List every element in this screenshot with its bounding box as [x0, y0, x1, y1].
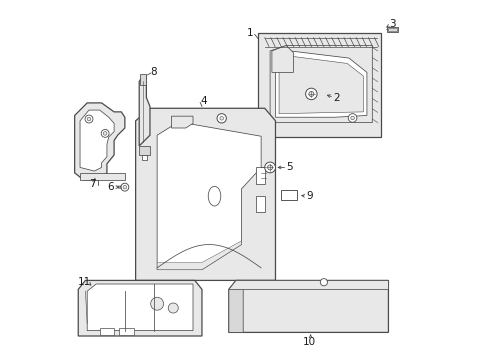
Polygon shape — [272, 45, 294, 72]
Polygon shape — [139, 76, 150, 146]
Polygon shape — [279, 56, 364, 114]
Polygon shape — [229, 280, 389, 289]
Polygon shape — [80, 110, 114, 171]
Circle shape — [101, 130, 109, 137]
Polygon shape — [136, 108, 275, 280]
Circle shape — [265, 162, 275, 173]
Text: 1: 1 — [247, 28, 254, 38]
Polygon shape — [157, 122, 261, 270]
Circle shape — [268, 165, 272, 170]
Polygon shape — [157, 241, 242, 270]
Polygon shape — [258, 33, 381, 137]
Circle shape — [87, 117, 91, 121]
Polygon shape — [74, 103, 125, 180]
Text: 4: 4 — [200, 96, 207, 106]
Text: 10: 10 — [303, 337, 316, 347]
Polygon shape — [140, 74, 147, 85]
Polygon shape — [389, 28, 397, 31]
Circle shape — [351, 116, 354, 120]
Circle shape — [168, 303, 178, 313]
Text: 5: 5 — [287, 162, 293, 172]
Polygon shape — [78, 280, 202, 336]
Polygon shape — [139, 146, 150, 155]
FancyBboxPatch shape — [281, 190, 297, 200]
Circle shape — [151, 297, 164, 310]
Circle shape — [103, 132, 107, 135]
Polygon shape — [172, 116, 193, 128]
Circle shape — [123, 185, 126, 189]
Circle shape — [220, 117, 223, 120]
Text: 8: 8 — [150, 67, 157, 77]
Polygon shape — [256, 196, 265, 212]
Bar — [120, 328, 134, 335]
Circle shape — [348, 114, 357, 122]
Polygon shape — [229, 280, 389, 332]
Polygon shape — [87, 284, 193, 330]
Circle shape — [217, 114, 226, 123]
Text: 3: 3 — [389, 19, 395, 29]
Text: 6: 6 — [107, 182, 114, 192]
Circle shape — [306, 88, 317, 100]
Polygon shape — [387, 27, 398, 32]
Bar — [100, 328, 114, 335]
Text: 2: 2 — [333, 93, 340, 103]
Polygon shape — [80, 173, 125, 180]
Circle shape — [85, 115, 93, 123]
Polygon shape — [270, 45, 372, 123]
Polygon shape — [142, 155, 147, 160]
Circle shape — [309, 91, 314, 96]
Text: 9: 9 — [306, 191, 313, 201]
Polygon shape — [229, 280, 243, 332]
Ellipse shape — [208, 186, 221, 206]
Circle shape — [320, 279, 327, 286]
Circle shape — [121, 183, 129, 191]
Text: 7: 7 — [89, 179, 96, 189]
Polygon shape — [275, 51, 367, 117]
Polygon shape — [256, 167, 265, 184]
Text: 11: 11 — [78, 277, 91, 287]
